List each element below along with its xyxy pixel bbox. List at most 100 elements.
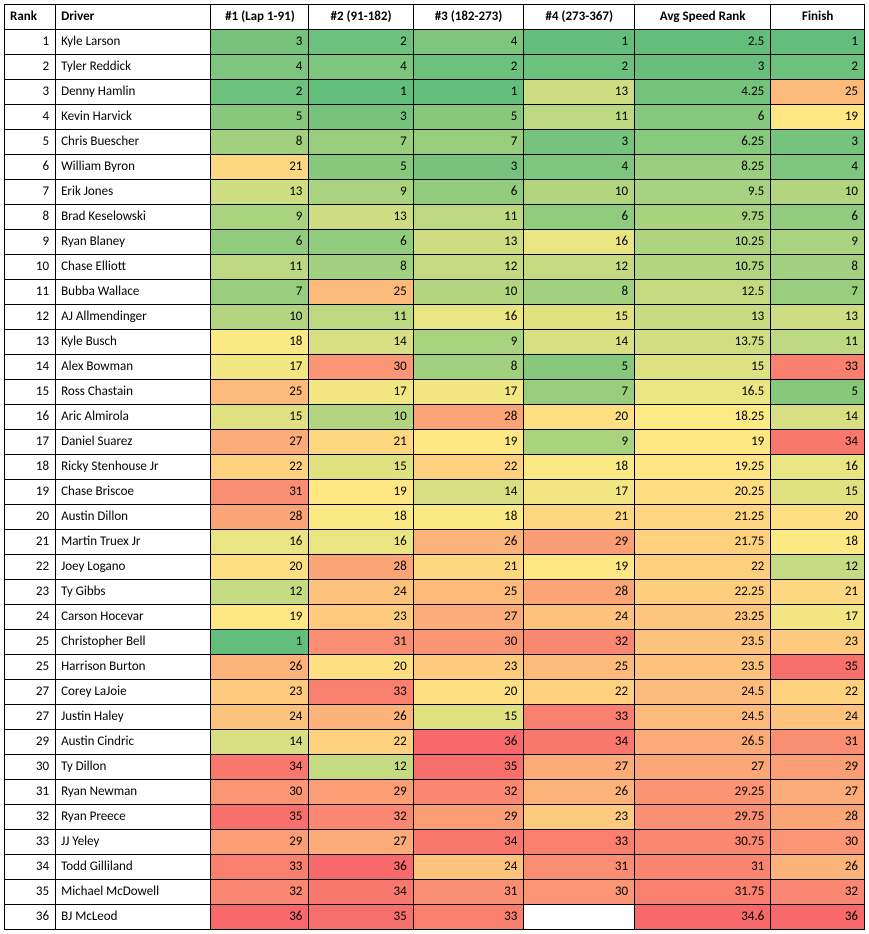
q3-cell: 17 [413, 380, 524, 405]
q2-cell: 8 [309, 255, 413, 280]
table-row: 23Ty Gibbs1224252822.2521 [5, 580, 865, 605]
avg-cell: 23.5 [635, 630, 771, 655]
rank-cell: 6 [5, 155, 56, 180]
avg-cell: 23.5 [635, 655, 771, 680]
finish-cell: 6 [771, 205, 865, 230]
driver-cell: Ty Dillon [56, 755, 211, 780]
finish-cell: 35 [771, 655, 865, 680]
driver-cell: Joey Logano [56, 555, 211, 580]
avg-cell: 31 [635, 855, 771, 880]
table-row: 27Justin Haley2426153324.524 [5, 705, 865, 730]
q1-cell: 15 [211, 405, 309, 430]
finish-cell: 29 [771, 755, 865, 780]
table-row: 34Todd Gilliland333624313126 [5, 855, 865, 880]
rank-cell: 10 [5, 255, 56, 280]
rank-cell: 22 [5, 555, 56, 580]
rank-cell: 20 [5, 505, 56, 530]
q3-cell: 16 [413, 305, 524, 330]
table-row: 16Aric Almirola1510282018.2514 [5, 405, 865, 430]
q4-cell: 8 [524, 280, 635, 305]
q1-cell: 34 [211, 755, 309, 780]
finish-cell: 15 [771, 480, 865, 505]
finish-cell: 33 [771, 355, 865, 380]
q3-cell: 11 [413, 205, 524, 230]
rank-cell: 34 [5, 855, 56, 880]
rank-cell: 36 [5, 905, 56, 930]
rank-cell: 25 [5, 655, 56, 680]
q2-cell: 31 [309, 630, 413, 655]
q3-cell: 4 [413, 30, 524, 55]
q3-cell: 2 [413, 55, 524, 80]
table-row: 22Joey Logano202821192212 [5, 555, 865, 580]
q4-cell: 32 [524, 630, 635, 655]
finish-cell: 25 [771, 80, 865, 105]
q1-cell: 16 [211, 530, 309, 555]
driver-cell: Corey LaJoie [56, 680, 211, 705]
q2-cell: 29 [309, 780, 413, 805]
table-row: 7Erik Jones1396109.510 [5, 180, 865, 205]
table-row: 19Chase Briscoe3119141720.2515 [5, 480, 865, 505]
finish-cell: 11 [771, 330, 865, 355]
finish-cell: 13 [771, 305, 865, 330]
q3-cell: 13 [413, 230, 524, 255]
finish-cell: 9 [771, 230, 865, 255]
finish-cell: 30 [771, 830, 865, 855]
driver-cell: Chris Buescher [56, 130, 211, 155]
avg-cell: 13.75 [635, 330, 771, 355]
q1-cell: 33 [211, 855, 309, 880]
finish-cell: 27 [771, 780, 865, 805]
avg-cell: 8.25 [635, 155, 771, 180]
table-row: 31Ryan Newman3029322629.2527 [5, 780, 865, 805]
rank-cell: 25 [5, 630, 56, 655]
driver-cell: Austin Cindric [56, 730, 211, 755]
driver-cell: Harrison Burton [56, 655, 211, 680]
table-row: 25Harrison Burton2620232523.535 [5, 655, 865, 680]
q1-cell: 22 [211, 455, 309, 480]
rank-cell: 14 [5, 355, 56, 380]
rank-cell: 35 [5, 880, 56, 905]
q1-cell: 21 [211, 155, 309, 180]
finish-cell: 17 [771, 605, 865, 630]
rank-cell: 3 [5, 80, 56, 105]
finish-cell: 34 [771, 430, 865, 455]
table-row: 10Chase Elliott118121210.758 [5, 255, 865, 280]
header-q3: #3 (182-273) [413, 5, 524, 30]
finish-cell: 4 [771, 155, 865, 180]
q4-cell: 2 [524, 55, 635, 80]
q3-cell: 29 [413, 805, 524, 830]
table-row: 24Carson Hocevar1923272423.2517 [5, 605, 865, 630]
avg-cell: 26.5 [635, 730, 771, 755]
driver-cell: Denny Hamlin [56, 80, 211, 105]
driver-cell: Kyle Larson [56, 30, 211, 55]
q2-cell: 18 [309, 505, 413, 530]
rank-cell: 2 [5, 55, 56, 80]
table-row: 18Ricky Stenhouse Jr2215221819.2516 [5, 455, 865, 480]
rank-cell: 5 [5, 130, 56, 155]
driver-cell: Daniel Suarez [56, 430, 211, 455]
avg-cell: 3 [635, 55, 771, 80]
q1-cell: 36 [211, 905, 309, 930]
q4-cell: 16 [524, 230, 635, 255]
q1-cell: 1 [211, 630, 309, 655]
header-q4: #4 (273-367) [524, 5, 635, 30]
finish-cell: 10 [771, 180, 865, 205]
rank-cell: 23 [5, 580, 56, 605]
q3-cell: 32 [413, 780, 524, 805]
q2-cell: 13 [309, 205, 413, 230]
q3-cell: 30 [413, 630, 524, 655]
avg-cell: 20.25 [635, 480, 771, 505]
avg-cell: 9.75 [635, 205, 771, 230]
q2-cell: 27 [309, 830, 413, 855]
q2-cell: 12 [309, 755, 413, 780]
avg-cell: 22 [635, 555, 771, 580]
q4-cell: 15 [524, 305, 635, 330]
table-row: 33JJ Yeley2927343330.7530 [5, 830, 865, 855]
header-avg: Avg Speed Rank [635, 5, 771, 30]
driver-cell: Kyle Busch [56, 330, 211, 355]
q1-cell: 14 [211, 730, 309, 755]
q4-cell: 30 [524, 880, 635, 905]
speed-rank-table: Rank Driver #1 (Lap 1-91) #2 (91-182) #3… [4, 4, 865, 930]
q4-cell: 3 [524, 130, 635, 155]
finish-cell: 28 [771, 805, 865, 830]
q1-cell: 35 [211, 805, 309, 830]
